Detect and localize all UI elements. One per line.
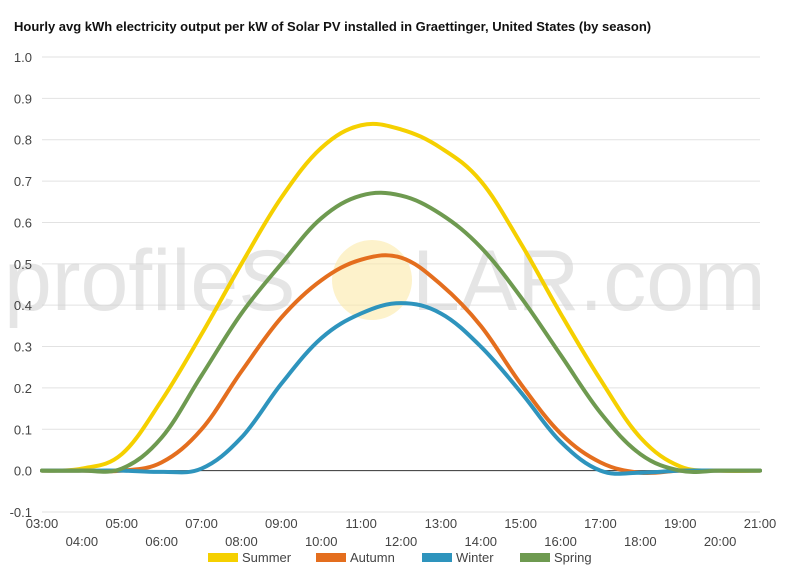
x-tick-label: 17:00 bbox=[584, 516, 617, 531]
gridlines bbox=[42, 56, 760, 513]
x-tick-label: 04:00 bbox=[66, 534, 99, 549]
x-tick-label: 03:00 bbox=[26, 516, 59, 531]
y-tick-label: 0.8 bbox=[14, 133, 32, 148]
series-line-summer bbox=[40, 121, 762, 473]
x-tick-label: 05:00 bbox=[106, 516, 139, 531]
legend-swatch bbox=[208, 553, 238, 562]
watermark: profileS LAR.com bbox=[4, 233, 766, 329]
x-tick-label: 11:00 bbox=[345, 516, 377, 531]
legend-swatch bbox=[520, 553, 550, 562]
x-tick-label: 15:00 bbox=[504, 516, 537, 531]
x-tick-label: 19:00 bbox=[664, 516, 697, 531]
legend-label: Summer bbox=[242, 550, 292, 565]
legend-item-summer[interactable]: Summer bbox=[208, 550, 292, 565]
legend-label: Winter bbox=[456, 550, 494, 565]
axes: -0.1 0.0 0.1 0.2 0.3 0.4 0.5 0.6 0.7 0.8 0.9 1.0 03:… bbox=[10, 50, 777, 549]
x-tick-label: 06:00 bbox=[145, 534, 178, 549]
x-tick-label: 16:00 bbox=[544, 534, 577, 549]
x-tick-label: 10:00 bbox=[305, 534, 338, 549]
y-tick-label: -0.1 bbox=[10, 505, 32, 520]
legend[interactable]: Summer Autumn Winter Spring bbox=[208, 550, 592, 565]
legend-item-winter[interactable]: Winter bbox=[422, 550, 494, 565]
x-tick-label: 18:00 bbox=[624, 534, 657, 549]
legend-item-spring[interactable]: Spring bbox=[520, 550, 592, 565]
series-lines bbox=[40, 121, 762, 476]
watermark-sun-icon bbox=[332, 240, 412, 320]
x-tick-label: 13:00 bbox=[425, 516, 458, 531]
y-tick-label: 0.3 bbox=[14, 340, 32, 355]
y-tick-label: 0.5 bbox=[14, 257, 32, 272]
y-tick-label: 0.1 bbox=[14, 422, 32, 437]
x-tick-label: 14:00 bbox=[465, 534, 498, 549]
x-tick-label: 21:00 bbox=[744, 516, 777, 531]
series-line-winter bbox=[40, 301, 762, 476]
y-tick-label: 0.2 bbox=[14, 381, 32, 396]
chart-title: Hourly avg kWh electricity output per kW… bbox=[14, 19, 652, 34]
legend-label: Spring bbox=[554, 550, 592, 565]
watermark-text: LAR.com bbox=[412, 233, 766, 329]
y-tick-label: 1.0 bbox=[14, 50, 32, 65]
x-tick-label: 09:00 bbox=[265, 516, 298, 531]
series-line-spring bbox=[40, 190, 762, 474]
x-tick-label: 08:00 bbox=[225, 534, 258, 549]
legend-label: Autumn bbox=[350, 550, 395, 565]
x-tick-label: 20:00 bbox=[704, 534, 737, 549]
legend-swatch bbox=[422, 553, 452, 562]
y-tick-label: 0.0 bbox=[14, 464, 32, 479]
legend-swatch bbox=[316, 553, 346, 562]
x-tick-label: 07:00 bbox=[185, 516, 218, 531]
legend-item-autumn[interactable]: Autumn bbox=[316, 550, 395, 565]
y-tick-label: 0.6 bbox=[14, 215, 32, 230]
y-tick-label: 0.9 bbox=[14, 91, 32, 106]
watermark-text: profileS bbox=[4, 233, 296, 329]
x-tick-label: 12:00 bbox=[385, 534, 418, 549]
y-tick-label: 0.7 bbox=[14, 174, 32, 189]
y-tick-label: 0.4 bbox=[14, 298, 32, 313]
